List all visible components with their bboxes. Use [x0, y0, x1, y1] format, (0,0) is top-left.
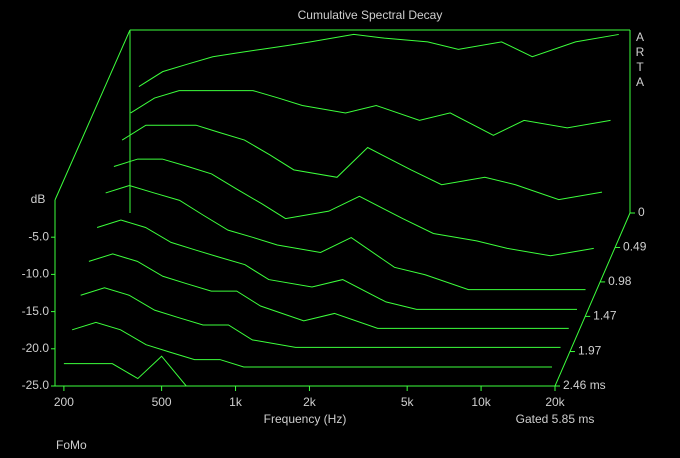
x-tick-label: 500: [152, 395, 172, 409]
frame: [54, 29, 631, 387]
footer: FoMo: [56, 438, 87, 452]
slice-fill: [72, 322, 552, 368]
slice-fill: [80, 287, 561, 348]
z-tick-label: 0.98: [608, 274, 632, 288]
y-tick-label: -10.0: [22, 267, 50, 281]
slice-fill: [88, 253, 569, 329]
gate-label: Gated 5.85 ms: [516, 412, 595, 426]
x-tick-label: 1k: [229, 395, 243, 409]
slice: [121, 124, 603, 201]
z-tick-label: 2.46 ms: [563, 378, 606, 392]
brand: A R T A: [636, 30, 645, 89]
x-tick-label: 2k: [303, 395, 317, 409]
frame-line: [54, 29, 131, 201]
x-tick-label: 200: [54, 395, 74, 409]
y-tick-label: -5.0: [28, 229, 49, 243]
slice: [96, 219, 577, 310]
brand-letter: A: [636, 75, 644, 89]
slice: [113, 158, 594, 257]
y-tick-label: -15.0: [22, 304, 50, 318]
slice: [80, 287, 561, 348]
z-tick-label: 0.49: [623, 240, 647, 254]
slices: [63, 33, 619, 387]
y-tick-label: -20.0: [22, 341, 50, 355]
frame-line: [554, 212, 631, 387]
slice: [138, 33, 619, 87]
z-tick-label: 0: [638, 205, 645, 219]
slice-fill: [97, 220, 577, 310]
slice: [105, 184, 586, 291]
y-tick-label: -25.0: [22, 378, 50, 392]
z-tick-label: 1.47: [593, 309, 617, 323]
z-tick-label: 1.97: [578, 344, 602, 358]
chart-title: Cumulative Spectral Decay: [298, 8, 443, 22]
x-tick-label: 5k: [401, 395, 415, 409]
brand-letter: T: [636, 60, 644, 74]
x-axis-label: Frequency (Hz): [264, 412, 347, 426]
slice: [88, 253, 569, 329]
slice-fill: [63, 356, 544, 386]
slice: [71, 321, 552, 368]
brand-letter: R: [636, 45, 645, 59]
y-axis-label: dB: [31, 192, 46, 206]
x-tick-label: 20k: [545, 395, 565, 409]
x-tick-label: 10k: [471, 395, 491, 409]
slice: [130, 90, 611, 136]
brand-letter: A: [636, 30, 644, 44]
